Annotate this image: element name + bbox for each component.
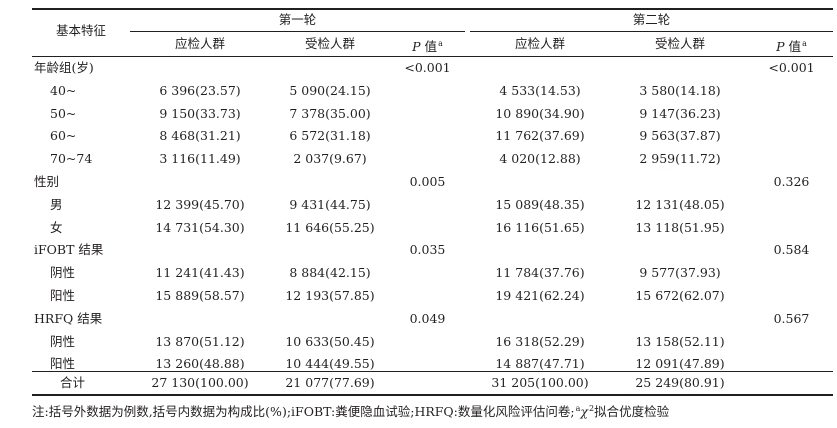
cell-r2-p: <0.001 (768, 60, 815, 75)
cell-r2-target: 4 533(14.53) (499, 82, 581, 98)
cell-r2-target: 19 421(62.24) (495, 288, 585, 303)
row-label: HRFQ 结果 (34, 310, 103, 326)
cell-r1-screened: 10 633(50.45) (285, 333, 375, 349)
cell-r2-target: 11 762(37.69) (495, 128, 585, 144)
cell-r2-target: 11 784(37.76) (495, 265, 585, 281)
row-label: 70~74 (50, 151, 93, 167)
header-round2: 第二轮 (632, 12, 671, 27)
cell-r1-screened: 5 090(24.15) (289, 82, 371, 98)
cell-r1-target: 8 468(31.21) (159, 128, 241, 144)
cell-r2-target: 14 887(47.71) (495, 356, 585, 372)
total-top-rule (32, 371, 833, 372)
row-label: 男 (50, 196, 63, 212)
header-r1-target: 应检人群 (174, 36, 225, 51)
cell-r1-screened: 6 572(31.18) (289, 128, 371, 144)
cell-r2-screened: 9 563(37.87) (639, 128, 721, 144)
cell-r1-target: 15 889(58.57) (155, 288, 245, 303)
header-r2-p: P 值a (776, 39, 807, 54)
row-label: iFOBT 结果 (34, 242, 104, 258)
cell-r2-target: 16 116(51.65) (495, 219, 585, 235)
cell-r2-screened: 12 091(47.89) (635, 356, 725, 372)
cell-r1-target: 12 399(45.70) (155, 196, 245, 212)
cell-r2-target: 10 890(34.90) (495, 105, 585, 121)
cell-r2-screened: 3 580(14.18) (639, 82, 721, 98)
total-r2-target: 31 205(100.00) (491, 375, 589, 390)
cell-r2-screened: 12 131(48.05) (635, 196, 725, 212)
cell-r2-target: 4 020(12.88) (499, 151, 581, 167)
cell-r2-screened: 9 147(36.23) (639, 105, 721, 121)
header-bottom-rule (32, 56, 833, 57)
header-r1-p: P 值a (412, 39, 443, 54)
row-label: 60~ (50, 128, 77, 144)
round2-subrule (470, 31, 833, 32)
row-label: 年龄组(岁) (34, 60, 94, 75)
cell-r1-screened: 11 646(55.25) (285, 219, 375, 235)
cell-r2-screened: 2 959(11.72) (639, 151, 721, 167)
cell-r2-screened: 15 672(62.07) (635, 288, 725, 303)
cell-r2-p: 0.326 (773, 174, 810, 189)
table-top-rule (32, 8, 833, 10)
cell-r2-screened: 13 158(52.11) (635, 333, 725, 349)
cell-r1-screened: 8 884(42.15) (289, 265, 371, 281)
total-label: 合计 (60, 375, 86, 390)
cell-r1-target: 6 396(23.57) (159, 82, 241, 98)
round1-subrule (130, 31, 465, 32)
cell-r1-target: 3 116(11.49) (159, 151, 241, 167)
header-r1-screened: 受检人群 (304, 36, 355, 51)
cell-r1-screened: 9 431(44.75) (289, 196, 371, 212)
total-r1-target: 27 130(100.00) (151, 375, 249, 390)
cell-r1-target: 13 870(51.12) (155, 333, 245, 349)
cell-r2-screened: 9 577(37.93) (639, 265, 721, 281)
total-r2-screened: 25 249(80.91) (635, 375, 725, 390)
table-footnote: 注:括号外数据为例数,括号内数据为构成比(%);iFOBT:粪便隐血试验;HRF… (32, 404, 670, 419)
row-label: 阳性 (50, 288, 76, 303)
total-r1-screened: 21 077(77.69) (285, 375, 375, 390)
header-feature: 基本特征 (55, 23, 106, 38)
row-label: 阴性 (50, 265, 76, 281)
cell-r1-target: 11 241(41.43) (155, 265, 245, 281)
cell-r2-p: 0.584 (773, 242, 810, 258)
row-label: 阳性 (50, 356, 76, 372)
row-label: 女 (50, 219, 63, 235)
cell-r1-target: 9 150(33.73) (159, 105, 241, 121)
cell-r1-p: 0.049 (409, 310, 446, 326)
cell-r2-target: 15 089(48.35) (495, 196, 585, 212)
cell-r1-screened: 7 378(35.00) (289, 105, 371, 121)
cell-r1-p: 0.035 (409, 242, 446, 258)
header-r2-target: 应检人群 (514, 36, 565, 51)
row-label: 40~ (50, 82, 77, 98)
cell-r1-p: <0.001 (404, 60, 451, 75)
cell-r1-screened: 10 444(49.55) (285, 356, 375, 372)
cell-r2-screened: 13 118(51.95) (635, 219, 725, 235)
row-label: 50~ (50, 105, 77, 121)
cell-r1-p: 0.005 (409, 174, 446, 189)
cell-r2-p: 0.567 (773, 310, 810, 326)
cell-r2-target: 16 318(52.29) (495, 333, 585, 349)
header-round1: 第一轮 (278, 12, 317, 27)
cell-r1-screened: 12 193(57.85) (285, 288, 375, 303)
cell-r1-screened: 2 037(9.67) (293, 151, 367, 167)
row-label: 阴性 (50, 333, 76, 349)
header-r2-screened: 受检人群 (654, 36, 705, 51)
table-bottom-rule (32, 394, 833, 396)
cell-r1-target: 14 731(54.30) (155, 219, 245, 235)
cell-r1-target: 13 260(48.88) (155, 356, 245, 372)
row-label: 性别 (34, 174, 60, 189)
